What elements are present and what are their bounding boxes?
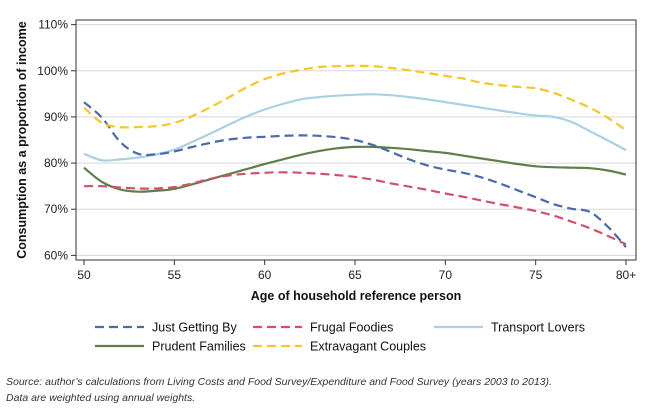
x-axis-ticks: 50 55 60 65 70 75 80+	[77, 260, 636, 282]
y-axis-title: Consumption as a proportion of income	[15, 21, 29, 259]
source-line-2: Data are weighted using annual weights.	[6, 392, 196, 404]
x-tick-label: 75	[529, 268, 543, 282]
y-tick-label: 90%	[44, 110, 68, 124]
x-tick-label: 60	[258, 268, 272, 282]
legend-label-just-getting-by: Just Getting By	[152, 321, 238, 335]
y-tick-label: 100%	[37, 64, 68, 78]
x-tick-label: 50	[77, 268, 91, 282]
gridlines	[76, 24, 636, 256]
legend-label-extravagant-couples: Extravagant Couples	[310, 340, 426, 354]
series-line-prudent-families	[83, 145, 627, 193]
x-tick-label: 65	[348, 268, 362, 282]
series-line-transport-lovers	[83, 93, 627, 162]
source-note: Source: author’s calculations from Livin…	[6, 374, 646, 406]
source-line-1: Source: author’s calculations from Livin…	[6, 376, 552, 388]
legend: Just Getting By Frugal Foodies Transport L…	[95, 321, 585, 354]
series-line-frugal-foodies	[83, 171, 627, 246]
y-axis-ticks: 60% 70% 80% 90% 100% 110%	[37, 18, 76, 262]
y-tick-label: 110%	[38, 18, 68, 32]
x-tick-label: 80+	[616, 268, 636, 282]
legend-label-frugal-foodies: Frugal Foodies	[310, 321, 393, 335]
line-chart: 50 55 60 65 70 75 80+ 60% 70% 80% 90% 100% 110% Con…	[15, 18, 637, 354]
series-line-just-getting-by	[83, 101, 627, 248]
series-layer	[83, 64, 627, 248]
legend-label-prudent-families: Prudent Families	[152, 340, 246, 354]
series-line-extravagant-couples	[83, 64, 627, 132]
y-tick-label: 80%	[44, 156, 68, 170]
plot-area-frame	[75, 19, 637, 261]
legend-label-transport-lovers: Transport Lovers	[491, 321, 585, 335]
x-tick-label: 55	[168, 268, 182, 282]
y-tick-label: 70%	[44, 202, 68, 216]
x-axis-title: Age of household reference person	[251, 289, 461, 303]
y-tick-label: 60%	[44, 248, 68, 262]
x-tick-label: 70	[439, 268, 453, 282]
